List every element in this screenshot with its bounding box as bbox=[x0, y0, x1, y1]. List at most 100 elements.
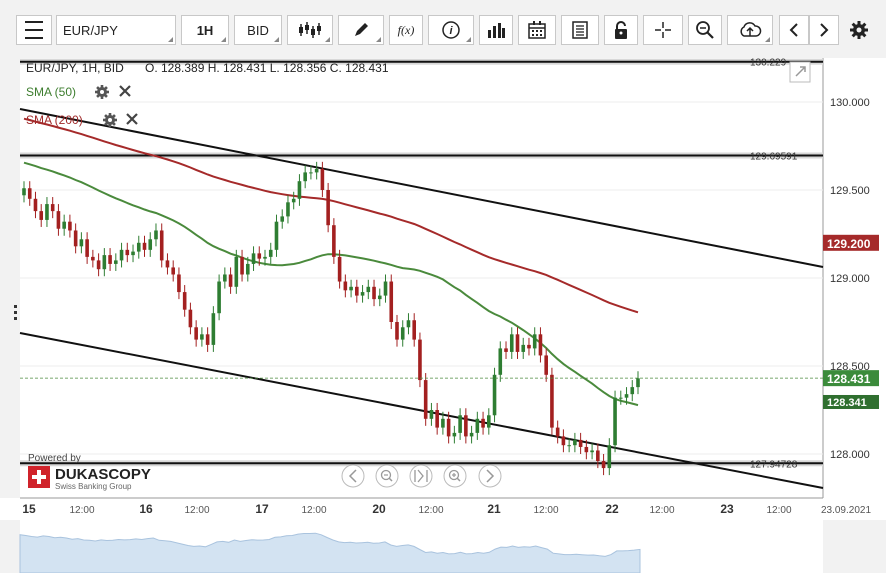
candle-body[interactable] bbox=[79, 239, 84, 247]
candle-body[interactable] bbox=[618, 397, 623, 399]
candle-body[interactable] bbox=[50, 204, 55, 212]
candle-body[interactable] bbox=[349, 286, 353, 291]
candle-body[interactable] bbox=[62, 221, 66, 229]
candle-body[interactable] bbox=[320, 168, 325, 190]
candle-body[interactable] bbox=[114, 260, 118, 264]
candle-body[interactable] bbox=[205, 334, 210, 345]
candle-body[interactable] bbox=[171, 267, 175, 275]
candle-body[interactable] bbox=[366, 286, 371, 293]
candle-body[interactable] bbox=[624, 394, 629, 398]
template-button[interactable] bbox=[561, 15, 599, 45]
candle-body[interactable] bbox=[303, 172, 307, 182]
candle-body[interactable] bbox=[159, 230, 164, 261]
sma50-legend[interactable]: SMA (50) bbox=[26, 85, 131, 99]
candle-body[interactable] bbox=[527, 344, 531, 349]
candle-body[interactable] bbox=[234, 256, 239, 287]
candle-body[interactable] bbox=[521, 344, 526, 352]
fit-button[interactable] bbox=[409, 464, 433, 488]
candle-body[interactable] bbox=[291, 198, 296, 203]
candle-body[interactable] bbox=[458, 415, 462, 433]
nav-back-button[interactable] bbox=[341, 464, 365, 488]
candle-body[interactable] bbox=[263, 256, 267, 259]
candle-body[interactable] bbox=[245, 263, 250, 275]
candle-body[interactable] bbox=[573, 439, 577, 446]
candle-body[interactable] bbox=[630, 387, 635, 395]
crosshair-button[interactable] bbox=[643, 15, 683, 45]
info-button[interactable]: i bbox=[428, 15, 474, 45]
expand-button[interactable] bbox=[789, 61, 811, 83]
candle-body[interactable] bbox=[498, 348, 503, 375]
candle-body[interactable] bbox=[165, 260, 170, 268]
candle-body[interactable] bbox=[125, 249, 130, 256]
chart-type-button[interactable] bbox=[287, 15, 333, 45]
candle-body[interactable] bbox=[85, 239, 89, 257]
candle-body[interactable] bbox=[68, 221, 72, 231]
candle-body[interactable] bbox=[268, 249, 273, 257]
candle-body[interactable] bbox=[601, 461, 606, 469]
candle-body[interactable] bbox=[91, 256, 95, 261]
candle-body[interactable] bbox=[636, 378, 640, 388]
candle-body[interactable] bbox=[383, 281, 388, 296]
drawing-tools-button[interactable] bbox=[338, 15, 384, 45]
candle-body[interactable] bbox=[567, 445, 571, 447]
candle-body[interactable] bbox=[309, 172, 313, 174]
menu-icon[interactable] bbox=[16, 15, 52, 45]
zoom-in-button[interactable] bbox=[443, 464, 467, 488]
candle-body[interactable] bbox=[108, 255, 112, 264]
candle-body[interactable] bbox=[360, 292, 365, 296]
candle-body[interactable] bbox=[532, 334, 537, 349]
candle-body[interactable] bbox=[200, 334, 204, 340]
candle-body[interactable] bbox=[142, 242, 147, 250]
candle-body[interactable] bbox=[377, 295, 382, 300]
candle-body[interactable] bbox=[343, 281, 348, 291]
candle-body[interactable] bbox=[429, 410, 434, 419]
candle-body[interactable] bbox=[211, 313, 216, 345]
nav-forward-button[interactable] bbox=[478, 464, 502, 488]
candle-body[interactable] bbox=[257, 253, 262, 259]
candle-body[interactable] bbox=[45, 204, 49, 220]
candle-body[interactable] bbox=[607, 445, 612, 469]
candle-body[interactable] bbox=[550, 374, 554, 428]
candle-body[interactable] bbox=[372, 286, 376, 300]
trendlines[interactable] bbox=[19, 108, 824, 489]
candle-body[interactable] bbox=[452, 432, 457, 437]
candle-body[interactable] bbox=[96, 260, 101, 270]
candle-body[interactable] bbox=[223, 274, 227, 282]
lock-button[interactable] bbox=[604, 15, 638, 45]
candle-body[interactable] bbox=[509, 334, 514, 352]
candle-body[interactable] bbox=[418, 339, 422, 381]
zoom-out-button[interactable] bbox=[375, 464, 399, 488]
candle-body[interactable] bbox=[182, 292, 187, 310]
candle-body[interactable] bbox=[337, 256, 342, 282]
candle-body[interactable] bbox=[596, 450, 600, 462]
sma200-legend[interactable]: SMA (200) bbox=[26, 113, 138, 127]
candle-body[interactable] bbox=[240, 256, 244, 275]
candle-body[interactable] bbox=[136, 242, 141, 252]
scroll-left-button[interactable] bbox=[779, 15, 809, 45]
settings-button[interactable] bbox=[844, 15, 874, 45]
candle-body[interactable] bbox=[481, 418, 485, 428]
candle-body[interactable] bbox=[544, 355, 548, 375]
indicators-button[interactable]: f(x) bbox=[389, 15, 423, 45]
resize-handle[interactable] bbox=[14, 305, 17, 320]
scroll-right-button[interactable] bbox=[809, 15, 839, 45]
side-select[interactable]: BID bbox=[234, 15, 282, 45]
candle-body[interactable] bbox=[590, 450, 594, 453]
candle-body[interactable] bbox=[119, 249, 124, 261]
candle-body[interactable] bbox=[33, 198, 38, 212]
candle-body[interactable] bbox=[492, 374, 497, 416]
candle-body[interactable] bbox=[286, 202, 290, 217]
candle-body[interactable] bbox=[578, 439, 583, 447]
candle-body[interactable] bbox=[274, 221, 279, 250]
candle-body[interactable] bbox=[406, 320, 411, 328]
candle-body[interactable] bbox=[446, 418, 451, 437]
candle-body[interactable] bbox=[423, 380, 428, 419]
candle-body[interactable] bbox=[584, 446, 589, 453]
candle-body[interactable] bbox=[177, 274, 181, 293]
candle-body[interactable] bbox=[395, 322, 399, 340]
candle-body[interactable] bbox=[39, 211, 44, 220]
symbol-select[interactable]: EUR/JPY bbox=[56, 15, 176, 45]
upper-trendline[interactable] bbox=[19, 108, 824, 268]
candle-body[interactable] bbox=[314, 168, 319, 173]
candle-body[interactable] bbox=[326, 190, 330, 226]
